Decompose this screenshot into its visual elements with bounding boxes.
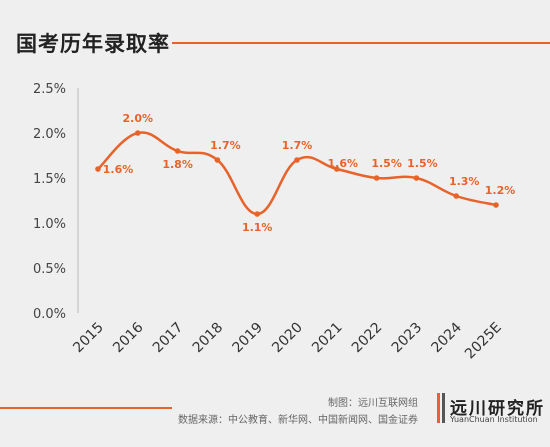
x-tick-label: 2025E xyxy=(462,320,505,363)
x-tick-label: 2022 xyxy=(349,320,386,357)
data-point xyxy=(453,193,460,199)
data-label: 1.5% xyxy=(371,157,402,170)
data-label: 1.5% xyxy=(407,157,438,170)
data-point xyxy=(493,202,499,208)
x-tick-label: 2024 xyxy=(429,319,466,356)
data-point xyxy=(95,166,101,172)
logo-name: 远川研究所 xyxy=(450,399,545,419)
data-point xyxy=(334,166,340,172)
x-tick-label: 2016 xyxy=(110,319,147,356)
y-tick-label: 2.5% xyxy=(33,82,66,97)
logo-icon xyxy=(437,393,445,423)
y-tick-label: 0.5% xyxy=(33,262,66,277)
x-tick-label: 2019 xyxy=(230,320,267,357)
title-divider xyxy=(172,42,550,44)
logo-english: YuanChuan Institution xyxy=(450,415,538,424)
data-label: 1.3% xyxy=(449,175,480,188)
y-tick-label: 2.0% xyxy=(33,127,66,142)
data-label: 1.7% xyxy=(210,139,241,152)
data-point xyxy=(135,130,141,136)
footer-divider xyxy=(0,407,172,409)
x-tick-label: 2020 xyxy=(269,320,306,357)
credit-source: 数据来源：中公教育、新华网、中国新闻网、国金证券 xyxy=(178,415,418,426)
data-point xyxy=(174,148,181,154)
x-tick-label: 2021 xyxy=(309,320,346,357)
data-label: 1.8% xyxy=(162,158,193,171)
data-point xyxy=(254,211,260,217)
data-label: 1.6% xyxy=(328,157,359,170)
x-tick-label: 2017 xyxy=(150,320,187,357)
data-label: 1.1% xyxy=(242,221,273,234)
x-tick-label: 2018 xyxy=(190,320,227,357)
data-label: 2.0% xyxy=(123,112,154,125)
data-point xyxy=(294,157,300,163)
data-label: 1.2% xyxy=(485,184,516,197)
data-point xyxy=(373,175,380,181)
data-point xyxy=(413,175,420,181)
credit-author: 制图：远川互联网组 xyxy=(328,398,418,409)
data-label: 1.6% xyxy=(103,163,134,176)
data-point xyxy=(214,157,221,163)
y-tick-label: 1.0% xyxy=(33,217,66,232)
y-tick-label: 0.0% xyxy=(33,307,66,322)
page-title: 国考历年录取率 xyxy=(16,32,170,56)
data-label: 1.7% xyxy=(282,139,313,152)
x-tick-label: 2023 xyxy=(389,320,426,357)
y-tick-label: 1.5% xyxy=(33,172,66,187)
x-tick-label: 2015 xyxy=(70,320,107,357)
